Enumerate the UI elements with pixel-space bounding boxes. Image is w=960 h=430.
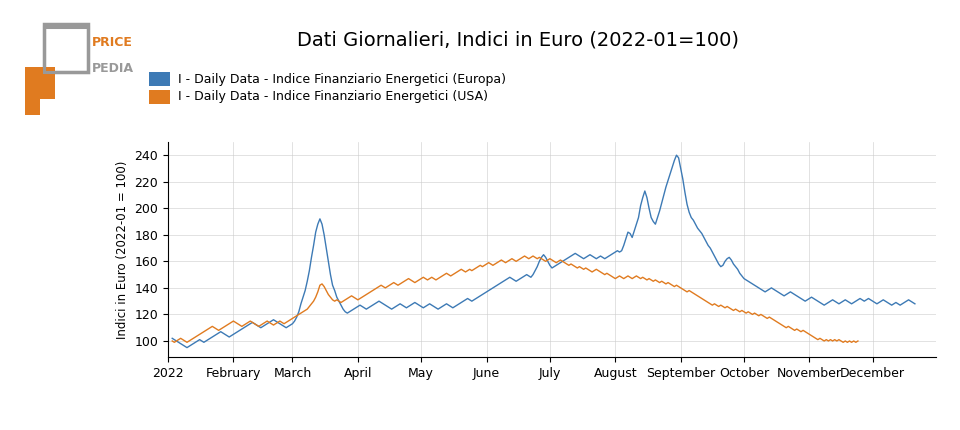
Bar [40, 67, 56, 99]
Bar [149, 72, 170, 86]
Bar [25, 67, 40, 115]
Text: I - Daily Data - Indice Finanziario Energetici (USA): I - Daily Data - Indice Finanziario Ener… [178, 90, 488, 103]
Text: Dati Giornalieri, Indici in Euro (2022-01=100): Dati Giornalieri, Indici in Euro (2022-0… [298, 30, 739, 49]
Y-axis label: Indici in Euro (2022-01 = 100): Indici in Euro (2022-01 = 100) [116, 160, 129, 338]
Text: PEDIA: PEDIA [91, 62, 133, 75]
Text: PRICE: PRICE [91, 37, 132, 49]
Text: I - Daily Data - Indice Finanziario Energetici (Europa): I - Daily Data - Indice Finanziario Ener… [178, 73, 506, 86]
Bar [149, 90, 170, 104]
